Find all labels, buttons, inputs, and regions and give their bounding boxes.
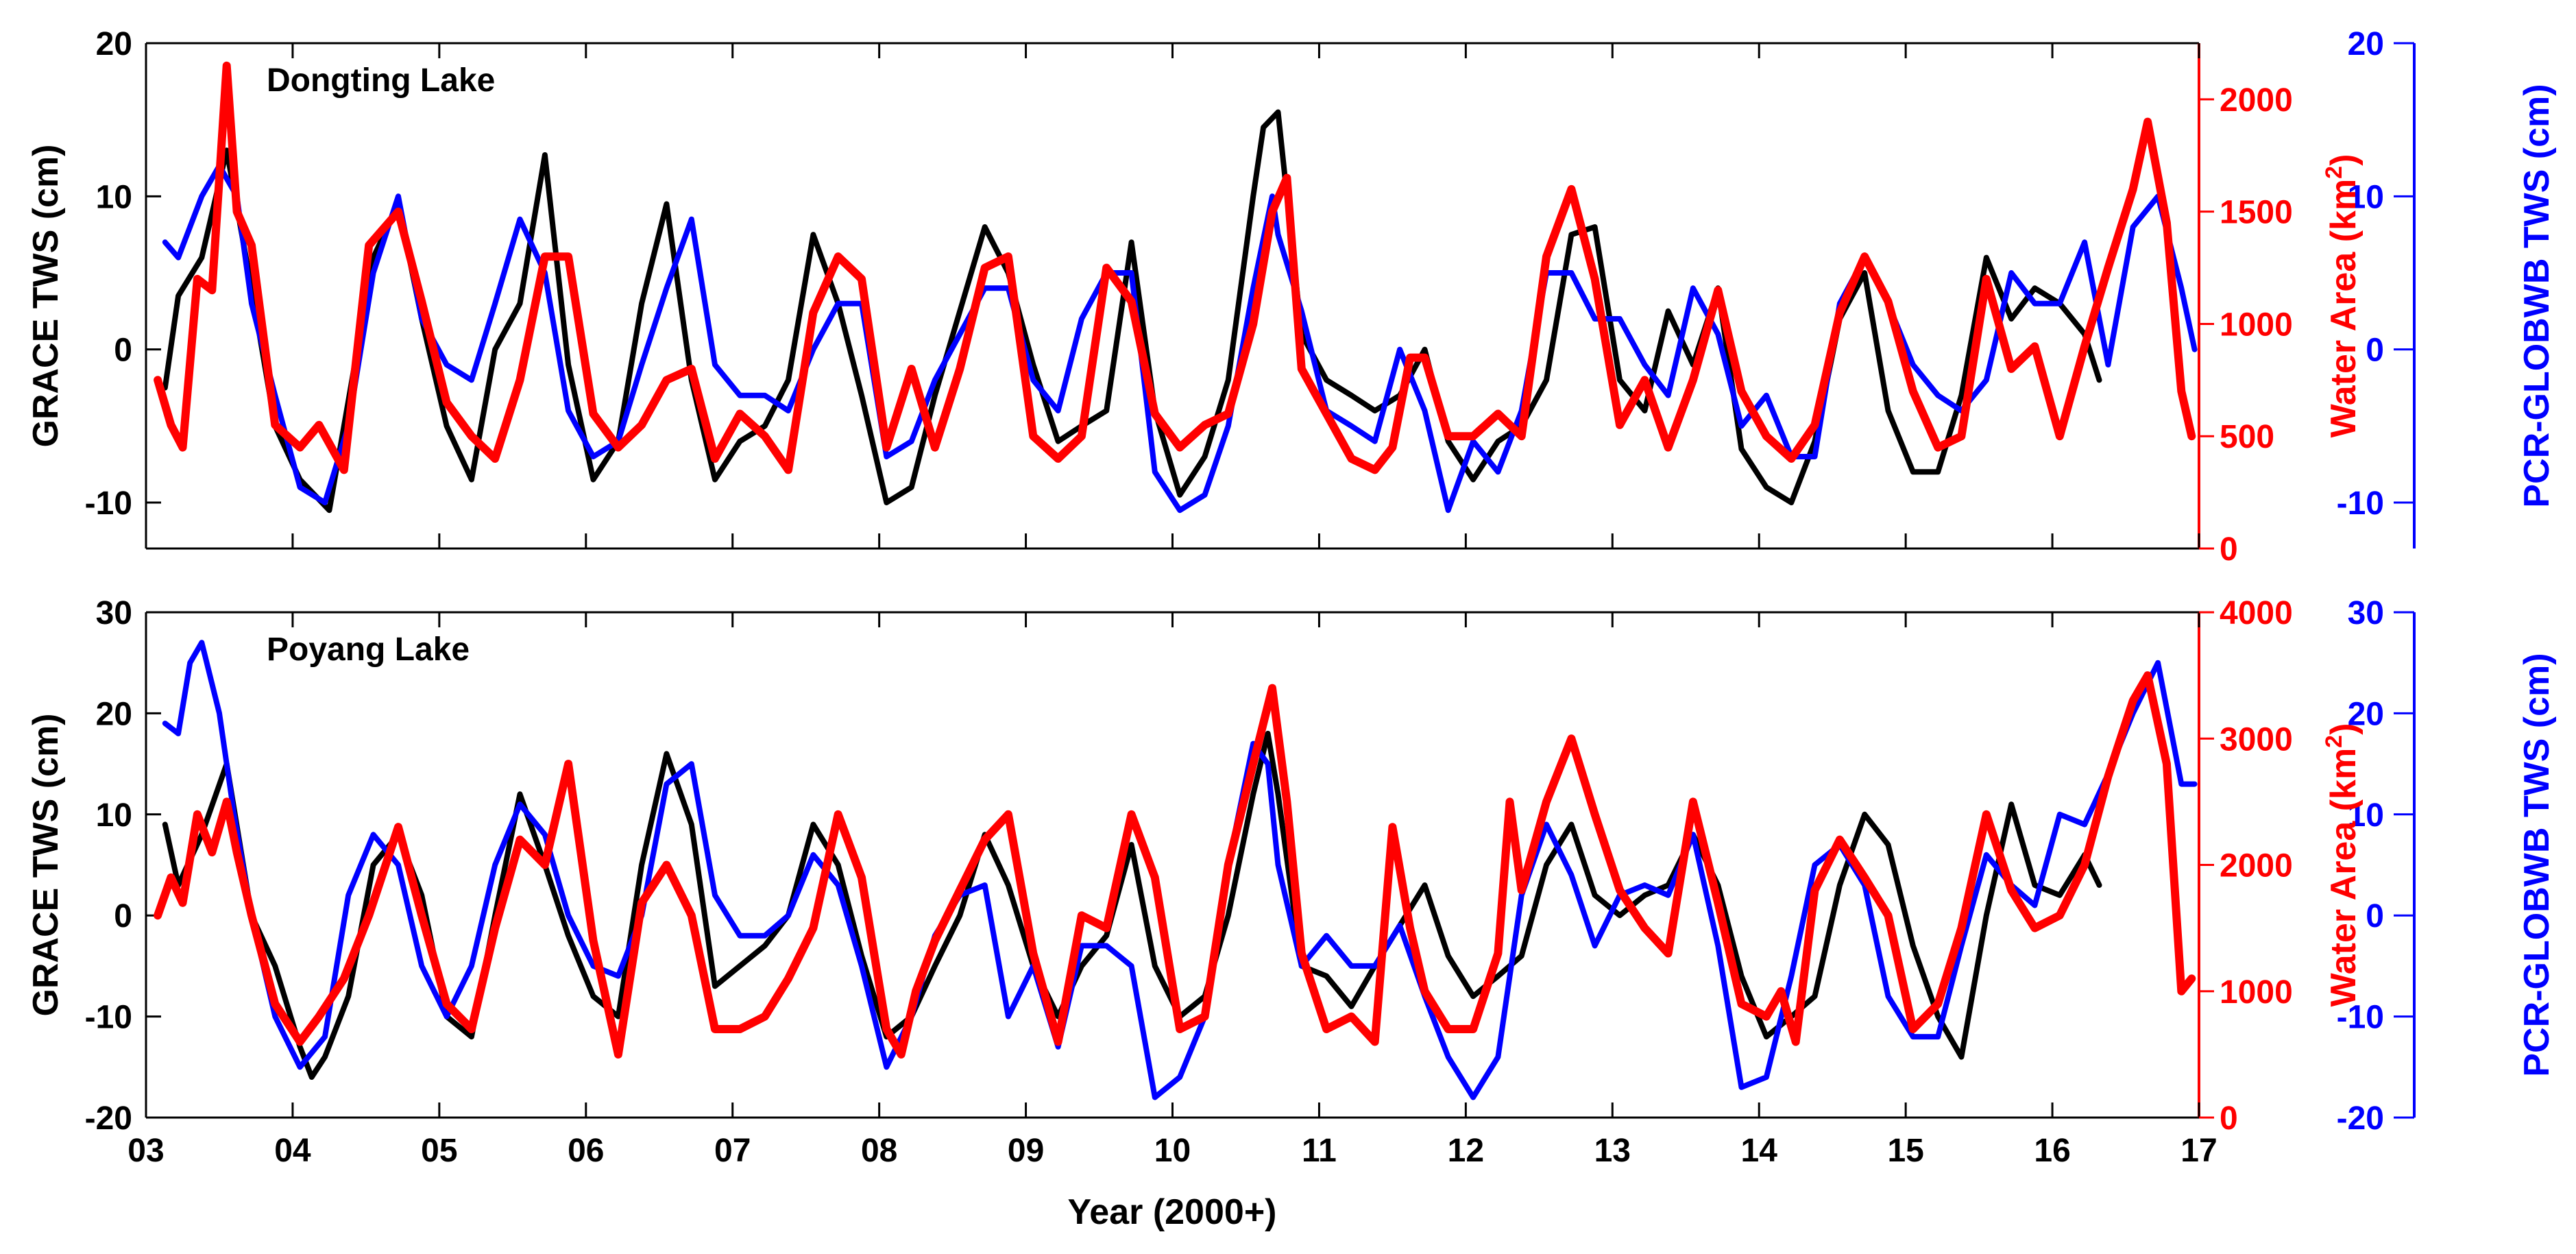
x-tick-label: 13: [1594, 1133, 1631, 1169]
right-tick-label: 0: [2220, 531, 2238, 568]
left-axis-label: GRACE TWS (cm): [26, 145, 66, 448]
left-tick-label: -20: [85, 1100, 132, 1137]
series-line-water-area: [154, 671, 2196, 1059]
right-axis-label-superscript: 2: [2321, 735, 2347, 748]
x-tick-label: 12: [1448, 1133, 1484, 1169]
right-tick-label: 2000: [2220, 82, 2293, 119]
x-tick-label: 14: [1741, 1133, 1778, 1169]
right-axis-label-text: Water Area (km: [2324, 179, 2364, 438]
series-line-water-area: [154, 61, 2196, 474]
panel-title: Poyang Lake: [267, 631, 470, 668]
x-axis-label: Year (2000+): [1067, 1192, 1276, 1232]
x-tick-label: 07: [714, 1133, 751, 1169]
left-tick-label: 20: [96, 696, 132, 732]
right-tick-label: 0: [2220, 1100, 2238, 1137]
x-tick-label: 17: [2180, 1133, 2217, 1169]
left-tick-label: 10: [96, 797, 132, 834]
left-tick-label: -10: [85, 1000, 132, 1036]
right-axis-label-close: ): [2324, 154, 2364, 166]
x-tick-label: 04: [274, 1133, 311, 1169]
right-axis-label-text: Water Area (km: [2324, 748, 2364, 1007]
right-tick-label: 3000: [2220, 721, 2293, 758]
far-right-axis-label: PCR-GLOBWB TWS (cm): [2517, 653, 2557, 1076]
x-tick-label: 03: [127, 1133, 164, 1169]
far-right-tick-label: 10: [2348, 179, 2384, 215]
far-right-axis-label: PCR-GLOBWB TWS (cm): [2517, 84, 2557, 507]
x-tick-label: 06: [568, 1133, 604, 1169]
x-tick-label: 10: [1154, 1133, 1191, 1169]
far-right-tick-label: 0: [2366, 898, 2384, 935]
far-right-tick-label: -10: [2337, 485, 2384, 522]
right-tick-label: 1500: [2220, 195, 2293, 231]
far-right-tick-label: -20: [2337, 1100, 2384, 1137]
right-tick-label: 4000: [2220, 595, 2293, 631]
x-tick-label: 16: [2034, 1133, 2070, 1169]
far-right-tick-label: 0: [2366, 333, 2384, 369]
x-tick-label: 08: [861, 1133, 897, 1169]
far-right-tick-label: -10: [2337, 1000, 2384, 1036]
x-tick-label: 15: [1887, 1133, 1923, 1169]
left-tick-label: 0: [114, 333, 132, 369]
panel-title: Dongting Lake: [267, 62, 495, 99]
left-tick-label: 0: [114, 898, 132, 935]
far-right-tick-label: 20: [2348, 26, 2384, 62]
x-tick-label: 09: [1008, 1133, 1044, 1169]
panel-1: 03 04 05 06 07 08 09 10 11 12 13 14 15 16 17 -20 -10 0 10 2…: [26, 595, 2557, 1169]
x-tick-label: 11: [1302, 1133, 1337, 1169]
right-axis-label: Water Area (km2): [2321, 154, 2364, 438]
left-tick-label: 20: [96, 26, 132, 62]
right-axis-label-superscript: 2: [2321, 166, 2347, 179]
far-right-tick-label: 20: [2348, 696, 2384, 732]
panel-0: -10 0 10 20 0 500 1000 1500 2000 -10 0 10 20 GRACE TW…: [26, 26, 2557, 568]
left-tick-label: 30: [96, 595, 132, 631]
right-tick-label: 500: [2220, 419, 2274, 455]
right-tick-label: 1000: [2220, 974, 2293, 1011]
far-right-tick-label: 10: [2348, 797, 2384, 834]
left-tick-label: 10: [96, 179, 132, 215]
right-tick-label: 1000: [2220, 306, 2293, 343]
left-tick-label: -10: [85, 485, 132, 522]
x-tick-label: 05: [421, 1133, 457, 1169]
left-axis-label: GRACE TWS (cm): [26, 714, 66, 1017]
series-line-pcr-globwb-tws: [162, 162, 2198, 514]
right-axis-label: Water Area (km2): [2321, 723, 2364, 1007]
series-line-grace-tws: [162, 730, 2102, 1080]
right-tick-label: 2000: [2220, 848, 2293, 884]
far-right-tick-label: 30: [2348, 595, 2384, 631]
right-axis-label-close: ): [2324, 723, 2364, 735]
